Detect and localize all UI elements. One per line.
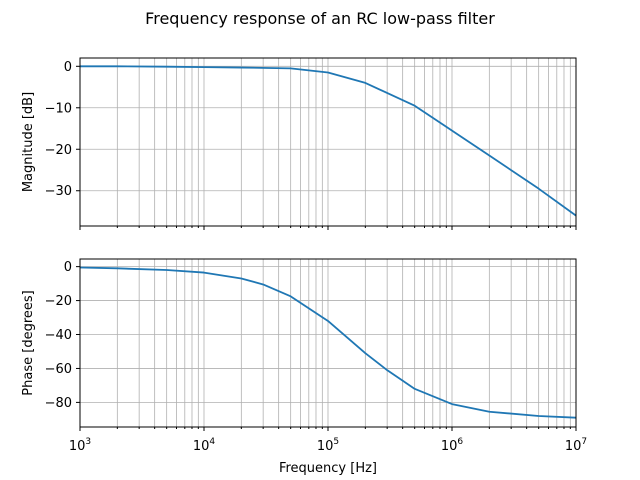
chart-title: Frequency response of an RC low-pass fil… [145,9,495,28]
magnitude-plot: 0 −10 −20 −30 Magnitude [dB] [21,57,577,230]
phase-gridlines [79,259,577,427]
y-tick-label: −20 [45,143,72,158]
y-tick-label: 0 [64,260,72,275]
magnitude-ticks: 0 −10 −20 −30 [45,60,577,230]
phase-y-axis-label: Phase [degrees] [21,290,36,395]
x-tick-label: 107 [565,437,587,454]
y-tick-label: −10 [45,101,72,116]
y-tick-label: −60 [45,362,72,377]
x-tick-label: 104 [193,437,216,454]
x-tick-label: 105 [317,437,339,454]
x-axis-label: Frequency [Hz] [279,461,377,476]
y-tick-label: 0 [64,60,72,75]
y-tick-label: −30 [45,184,72,199]
magnitude-series-line [80,65,577,217]
x-tick-label: 106 [441,437,464,454]
y-tick-label: −20 [45,294,72,309]
y-tick-label: −40 [45,328,72,343]
y-tick-label: −80 [45,396,72,411]
phase-ticks: 0 −20 −40 −60 −80 [45,260,577,431]
magnitude-gridlines [79,58,577,226]
x-tick-label: 103 [69,437,91,454]
magnitude-y-axis-label: Magnitude [dB] [21,92,36,192]
x-tick-labels: 103 104 105 106 107 [69,437,587,454]
phase-series-line [79,266,577,419]
phase-plot: 0 −20 −40 −60 −80 Phase [degrees] [21,258,577,431]
